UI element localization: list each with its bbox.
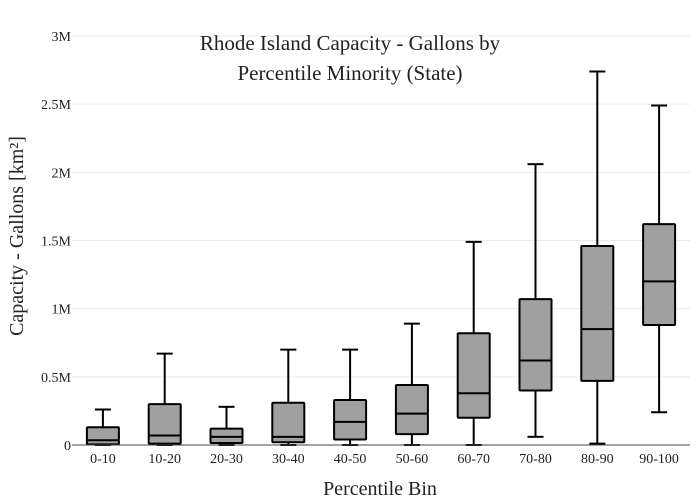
box-30-40 [271, 348, 306, 446]
x-tick-label: 10-20 [148, 452, 181, 467]
box-80-90 [580, 70, 615, 445]
iqr-box [518, 298, 553, 392]
y-tick-label: 2.5M [41, 98, 72, 113]
x-axis-title: Percentile Bin [323, 478, 437, 500]
box-90-100 [642, 104, 677, 414]
boxes [85, 70, 677, 446]
x-tick-label: 80-90 [581, 452, 614, 467]
box-50-60 [394, 322, 429, 446]
box-20-30 [209, 405, 244, 446]
y-tick-label: 3M [52, 30, 72, 45]
iqr-box [456, 332, 491, 419]
iqr-box [85, 426, 120, 446]
y-tick-label: 0.5M [41, 371, 72, 386]
x-tick-label: 0-10 [90, 452, 116, 467]
x-axis-ticks: 0-10 10-20 20-30 30-40 40-50 50-60 60-70 70-80 8… [90, 452, 679, 467]
iqr-box [394, 384, 429, 436]
y-tick-label: 0 [64, 439, 71, 454]
y-axis-title: Capacity - Gallons [km²] [6, 136, 28, 336]
iqr-box [271, 401, 306, 444]
x-tick-label: 40-50 [334, 452, 367, 467]
y-tick-label: 1M [52, 303, 72, 318]
x-tick-label: 20-30 [210, 452, 243, 467]
x-tick-label: 60-70 [457, 452, 490, 467]
iqr-box [333, 399, 368, 441]
box-10-20 [147, 352, 182, 446]
box-60-70 [456, 240, 491, 446]
chart-title-line-2: Percentile Minority (State) [237, 61, 462, 85]
iqr-box [209, 427, 244, 444]
x-tick-label: 90-100 [639, 452, 679, 467]
chart-title-line-1: Rhode Island Capacity - Gallons by [200, 31, 501, 55]
x-tick-label: 50-60 [396, 452, 429, 467]
iqr-box [147, 403, 182, 445]
box-40-50 [333, 348, 368, 446]
box-70-80 [518, 163, 553, 438]
y-tick-label: 2M [52, 166, 72, 181]
iqr-box [580, 244, 615, 382]
y-axis-ticks: 0 0.5M 1M 1.5M 2M 2.5M 3M [41, 30, 72, 454]
box-0-10 [85, 408, 120, 446]
y-tick-label: 1.5M [41, 235, 72, 250]
x-tick-label: 30-40 [272, 452, 305, 467]
x-tick-label: 70-80 [519, 452, 552, 467]
iqr-box [642, 223, 677, 327]
